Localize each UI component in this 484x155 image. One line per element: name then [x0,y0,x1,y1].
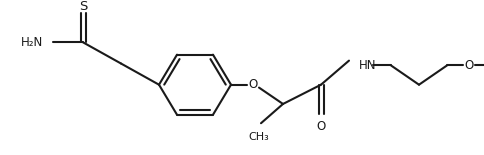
Text: HN: HN [359,59,377,72]
Text: CH₃: CH₃ [249,132,270,142]
Text: O: O [464,59,474,72]
Text: H₂N: H₂N [21,36,43,49]
Text: O: O [317,120,326,133]
Text: O: O [248,78,257,91]
Text: S: S [79,0,87,13]
